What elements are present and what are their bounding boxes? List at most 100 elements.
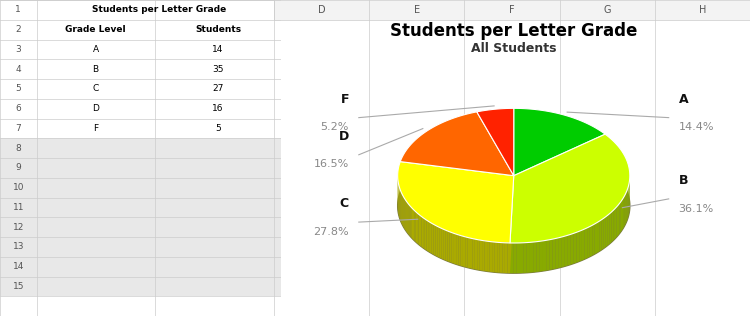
- Polygon shape: [623, 196, 624, 228]
- Text: B: B: [92, 65, 99, 74]
- Polygon shape: [407, 203, 408, 234]
- Text: 8: 8: [16, 144, 21, 153]
- Text: 14.4%: 14.4%: [679, 122, 714, 132]
- Polygon shape: [463, 236, 465, 267]
- Text: E: E: [413, 5, 420, 15]
- Polygon shape: [577, 231, 579, 263]
- Polygon shape: [556, 238, 559, 269]
- Polygon shape: [398, 161, 514, 243]
- Polygon shape: [568, 234, 571, 265]
- Text: 16: 16: [212, 104, 223, 113]
- Polygon shape: [410, 207, 412, 238]
- Text: All Students: All Students: [471, 42, 556, 55]
- Polygon shape: [440, 227, 441, 258]
- Polygon shape: [490, 241, 492, 272]
- Text: F: F: [509, 5, 515, 15]
- Polygon shape: [615, 207, 616, 239]
- Polygon shape: [443, 229, 446, 260]
- Polygon shape: [508, 243, 510, 273]
- Polygon shape: [456, 234, 458, 265]
- Polygon shape: [610, 212, 611, 244]
- Polygon shape: [574, 232, 577, 264]
- Polygon shape: [398, 138, 630, 273]
- Text: 36.1%: 36.1%: [679, 204, 714, 214]
- Polygon shape: [626, 191, 627, 223]
- Polygon shape: [460, 235, 463, 266]
- Polygon shape: [412, 208, 413, 239]
- Text: Students per Letter Grade: Students per Letter Grade: [92, 5, 226, 14]
- Polygon shape: [408, 204, 410, 235]
- Polygon shape: [406, 201, 407, 233]
- Polygon shape: [452, 233, 454, 264]
- Polygon shape: [454, 233, 456, 264]
- Polygon shape: [400, 112, 514, 176]
- Polygon shape: [477, 240, 480, 270]
- Text: 3: 3: [16, 45, 21, 54]
- Polygon shape: [608, 214, 610, 246]
- Polygon shape: [437, 226, 440, 258]
- Polygon shape: [621, 200, 622, 232]
- Polygon shape: [526, 242, 530, 273]
- Polygon shape: [475, 239, 477, 270]
- Polygon shape: [536, 241, 540, 272]
- Bar: [0, 40, 281, 59]
- Polygon shape: [510, 134, 630, 243]
- Text: Students per Letter Grade: Students per Letter Grade: [390, 22, 638, 40]
- Text: 4: 4: [16, 65, 21, 74]
- Polygon shape: [579, 230, 582, 261]
- Text: Students: Students: [195, 25, 241, 34]
- Bar: [0, 0, 281, 20]
- Text: 14: 14: [13, 262, 24, 271]
- Bar: [0, 79, 281, 99]
- Polygon shape: [420, 216, 422, 247]
- Bar: [0, 217, 281, 237]
- Text: A: A: [92, 45, 99, 54]
- Polygon shape: [562, 236, 565, 267]
- Polygon shape: [582, 229, 584, 260]
- Text: 27.8%: 27.8%: [314, 227, 349, 237]
- Text: 35: 35: [212, 65, 223, 74]
- Polygon shape: [482, 240, 484, 271]
- Text: D: D: [339, 130, 349, 143]
- Polygon shape: [513, 243, 517, 273]
- Text: F: F: [93, 124, 98, 133]
- Polygon shape: [595, 222, 597, 254]
- Text: D: D: [92, 104, 99, 113]
- Text: Grade Level: Grade Level: [65, 25, 126, 34]
- Text: D: D: [317, 5, 326, 15]
- Polygon shape: [584, 228, 587, 259]
- Polygon shape: [611, 210, 614, 242]
- Polygon shape: [484, 241, 487, 271]
- Polygon shape: [510, 176, 514, 273]
- Text: H: H: [699, 5, 706, 15]
- Polygon shape: [477, 108, 514, 176]
- Text: B: B: [679, 174, 688, 187]
- Polygon shape: [448, 231, 449, 262]
- Polygon shape: [592, 224, 595, 255]
- Polygon shape: [616, 205, 618, 237]
- Bar: [0, 138, 281, 158]
- Polygon shape: [467, 237, 470, 268]
- Text: 11: 11: [13, 203, 24, 212]
- Polygon shape: [436, 225, 437, 257]
- Polygon shape: [432, 223, 433, 254]
- Polygon shape: [427, 220, 428, 251]
- Polygon shape: [503, 243, 505, 273]
- Polygon shape: [416, 212, 417, 243]
- Polygon shape: [624, 194, 626, 227]
- Polygon shape: [599, 220, 602, 251]
- Text: 2: 2: [16, 25, 21, 34]
- Polygon shape: [587, 227, 590, 258]
- Polygon shape: [403, 196, 404, 227]
- Polygon shape: [571, 233, 574, 264]
- Text: 10: 10: [13, 183, 24, 192]
- Bar: [274, 0, 750, 20]
- Polygon shape: [540, 241, 543, 271]
- Polygon shape: [487, 241, 490, 272]
- Text: 14: 14: [212, 45, 223, 54]
- Text: 27: 27: [212, 84, 223, 93]
- Text: 6: 6: [16, 104, 21, 113]
- Polygon shape: [472, 239, 475, 269]
- Bar: [0, 20, 281, 40]
- Polygon shape: [559, 237, 562, 268]
